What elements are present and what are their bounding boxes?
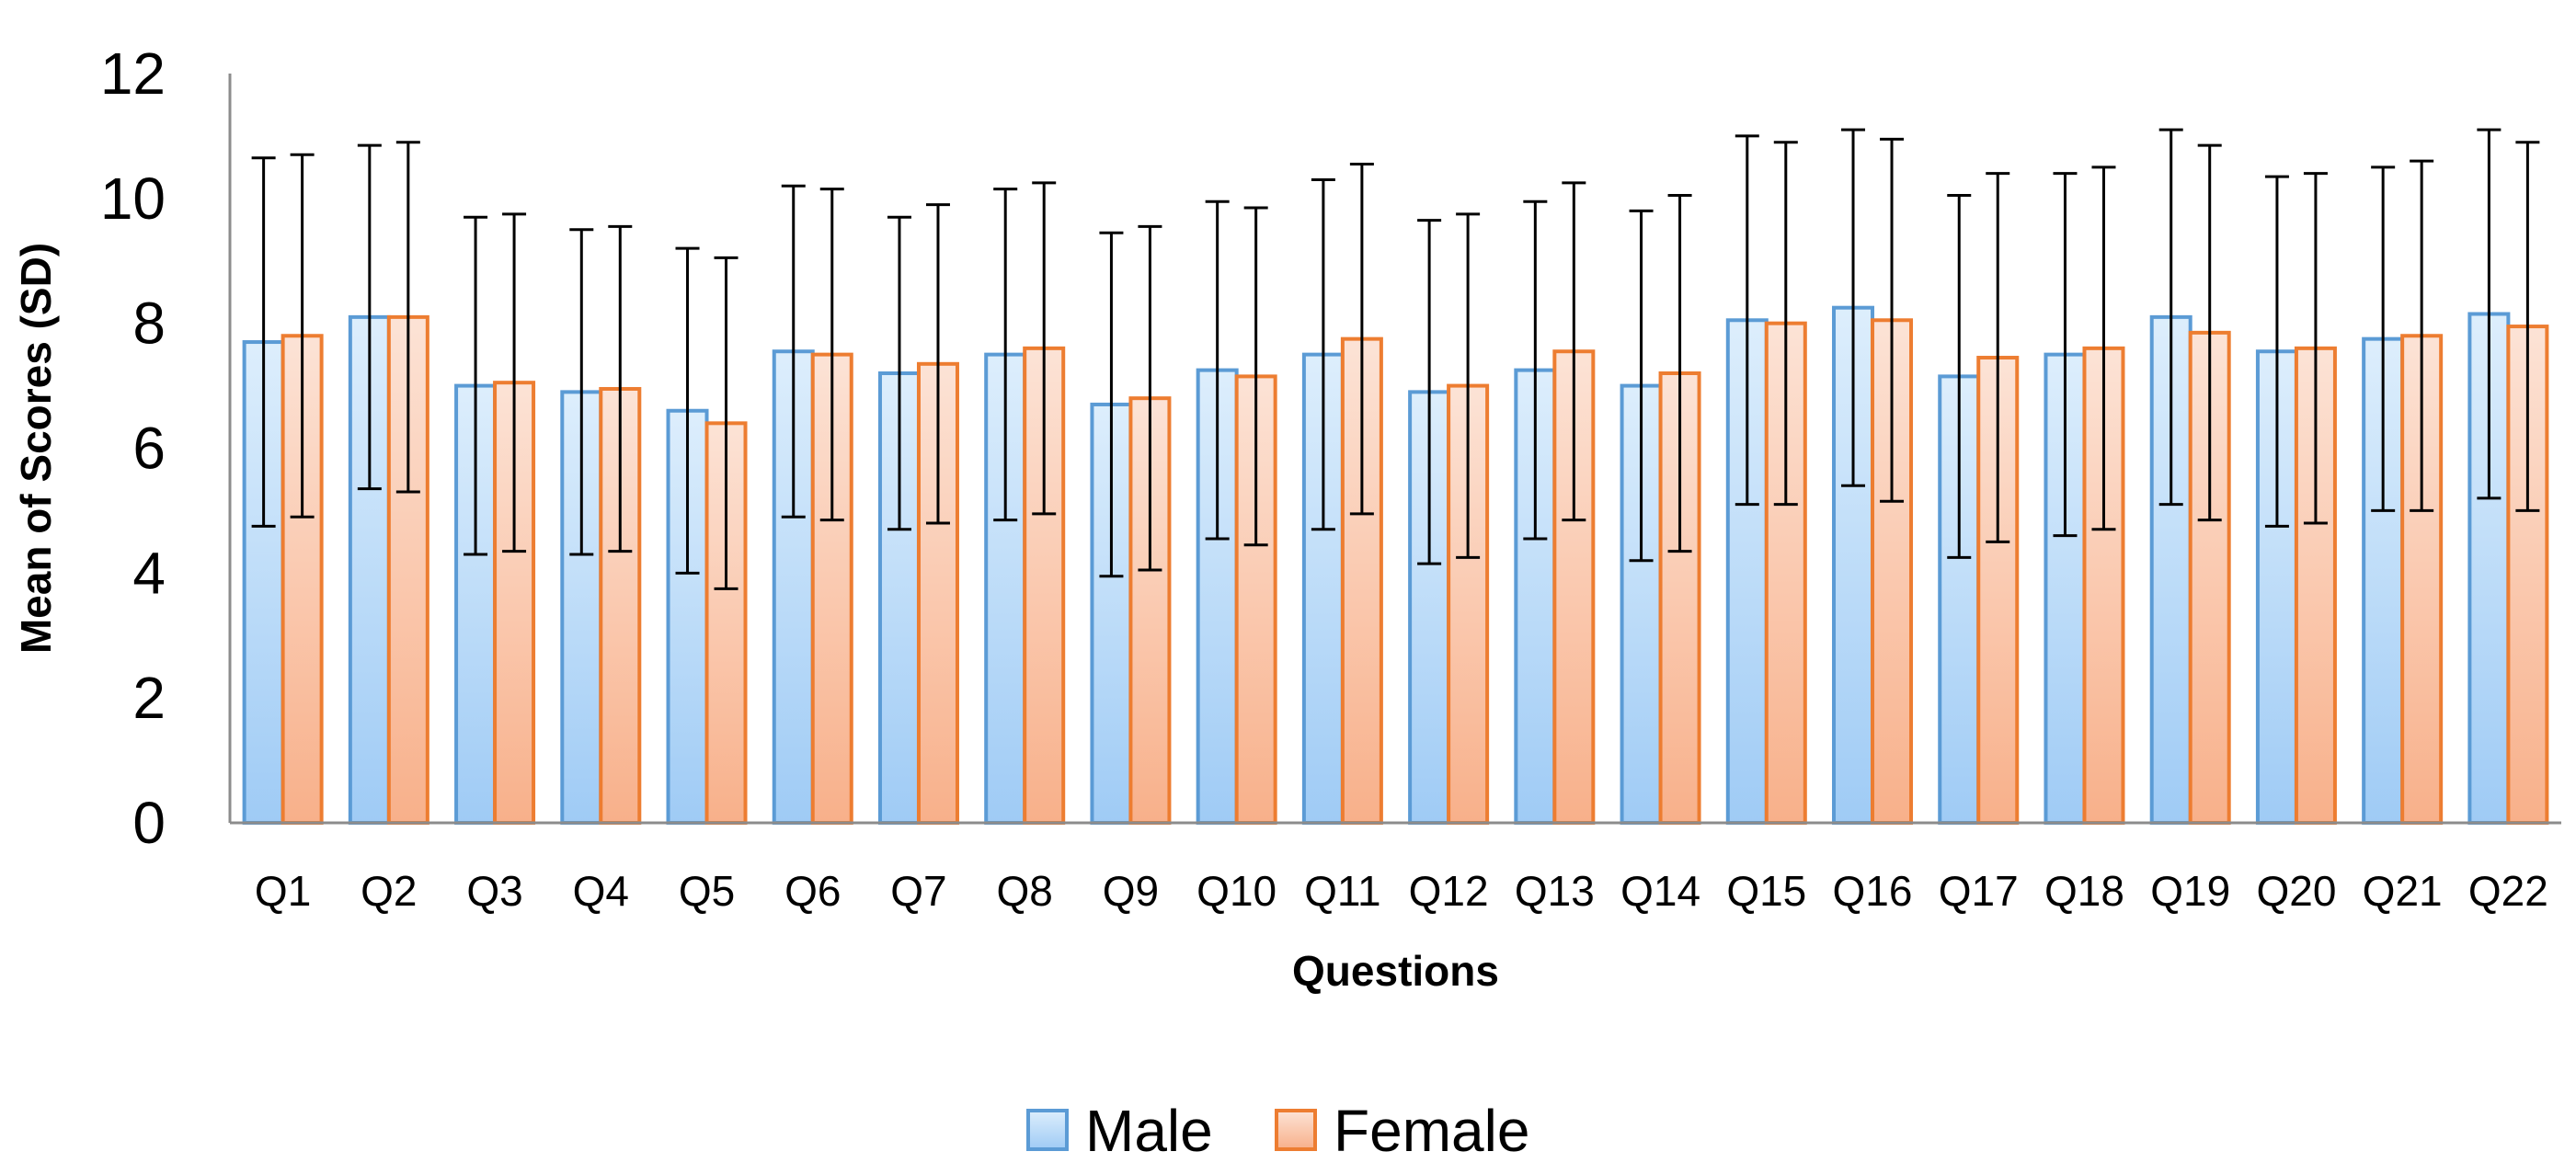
x-tick-label: Q22	[2468, 867, 2548, 915]
y-tick-label: 2	[132, 665, 166, 731]
error-bar-male-q22	[2477, 128, 2502, 500]
error-bar-male-q11	[1311, 177, 1335, 531]
x-tick-label: Q15	[1726, 867, 1806, 915]
x-tick-label: Q11	[1304, 867, 1381, 915]
error-bar-female-q2	[395, 141, 420, 494]
error-bar-female-q9	[1138, 224, 1162, 572]
bar-female-q2	[386, 314, 429, 825]
labels-layer: Q1 Q2 Q3 Q4 Q5 Q6 Q7 Q8 Q9 Q10 Q11 Q12 Q13 Q14 Q15 Q16 Q…	[100, 40, 2548, 915]
x-tick-label: Q19	[2150, 867, 2230, 915]
error-bar-female-q21	[2410, 159, 2434, 512]
y-tick-label: 6	[132, 416, 166, 482]
x-tick-label: Q5	[679, 867, 735, 915]
error-bar-male-q4	[569, 228, 594, 556]
error-bars-layer	[251, 128, 2540, 590]
x-tick-label: Q13	[1515, 867, 1595, 915]
error-bar-male-q16	[1841, 128, 1866, 487]
error-bar-female-q4	[608, 224, 633, 553]
x-tick-label: Q12	[1409, 867, 1489, 915]
error-bar-male-q5	[675, 246, 700, 575]
x-tick-label: Q16	[1833, 867, 1913, 915]
error-bar-male-q12	[1417, 219, 1442, 565]
error-bar-female-q18	[2091, 165, 2116, 531]
bar-male-q9	[1090, 402, 1133, 825]
error-bar-female-q7	[925, 203, 950, 525]
error-bar-male-q17	[1947, 193, 1972, 559]
x-tick-label: Q21	[2363, 867, 2443, 915]
error-bar-female-q19	[2197, 143, 2222, 522]
y-tick-label: 8	[132, 291, 166, 357]
error-bar-female-q5	[714, 256, 738, 590]
x-tick-label: Q4	[573, 867, 629, 915]
bars-layer	[242, 305, 2549, 826]
error-bar-female-q16	[1880, 137, 1905, 503]
error-bar-male-q7	[887, 215, 911, 531]
error-bar-male-q8	[993, 188, 1018, 522]
error-bar-male-q21	[2371, 165, 2396, 512]
error-bar-female-q3	[502, 212, 527, 553]
error-bar-female-q8	[1032, 181, 1057, 516]
error-bar-male-q3	[464, 215, 488, 556]
error-bar-male-q10	[1205, 200, 1230, 541]
error-bar-female-q14	[1667, 193, 1692, 553]
x-tick-label: Q7	[890, 867, 946, 915]
x-tick-label: Q14	[1620, 867, 1700, 915]
error-bar-male-q2	[357, 143, 382, 491]
error-bar-female-q11	[1349, 162, 1374, 516]
legend-swatch-male	[1026, 1109, 1069, 1151]
error-bar-male-q13	[1523, 200, 1548, 541]
error-bar-male-q18	[2053, 172, 2078, 538]
error-bar-male-q19	[2158, 128, 2183, 507]
x-tick-label: Q6	[784, 867, 841, 915]
legend: Male Female	[1026, 1098, 1529, 1163]
x-tick-label: Q18	[2044, 867, 2124, 915]
legend-label-female: Female	[1334, 1098, 1529, 1163]
error-bar-male-q6	[781, 184, 806, 519]
x-tick-label: Q10	[1196, 867, 1277, 915]
x-tick-label: Q9	[1103, 867, 1159, 915]
error-bar-male-q15	[1735, 134, 1759, 507]
error-bar-female-q6	[819, 188, 844, 522]
legend-label-male: Male	[1085, 1098, 1213, 1163]
error-bar-female-q1	[290, 153, 315, 519]
x-axis-title: Questions	[1292, 947, 1499, 995]
error-bar-male-q14	[1629, 209, 1654, 563]
error-bar-male-q1	[251, 156, 276, 528]
error-bar-female-q22	[2515, 141, 2540, 512]
error-bar-male-q20	[2264, 175, 2289, 528]
x-tick-label: Q3	[466, 867, 522, 915]
y-tick-label: 4	[132, 540, 166, 606]
axes-layer	[228, 74, 2561, 825]
error-bar-female-q12	[1456, 212, 1481, 559]
y-tick-label: 10	[100, 165, 166, 232]
x-tick-label: Q2	[361, 867, 417, 915]
error-bar-female-q17	[1986, 172, 2010, 543]
error-bar-female-q15	[1773, 141, 1798, 507]
x-tick-label: Q20	[2256, 867, 2336, 915]
x-tick-label: Q1	[255, 867, 311, 915]
error-bar-female-q20	[2303, 172, 2328, 525]
error-bar-male-q9	[1099, 231, 1124, 578]
x-tick-label: Q8	[997, 867, 1053, 915]
error-bar-female-q13	[1562, 181, 1586, 522]
x-tick-label: Q17	[1939, 867, 2019, 915]
legend-swatch-female	[1275, 1109, 1317, 1151]
y-tick-label: 12	[100, 40, 166, 107]
y-axis-title: Mean of Scores (SD)	[12, 243, 60, 654]
error-bar-female-q10	[1243, 206, 1268, 547]
y-tick-label: 0	[132, 790, 166, 856]
